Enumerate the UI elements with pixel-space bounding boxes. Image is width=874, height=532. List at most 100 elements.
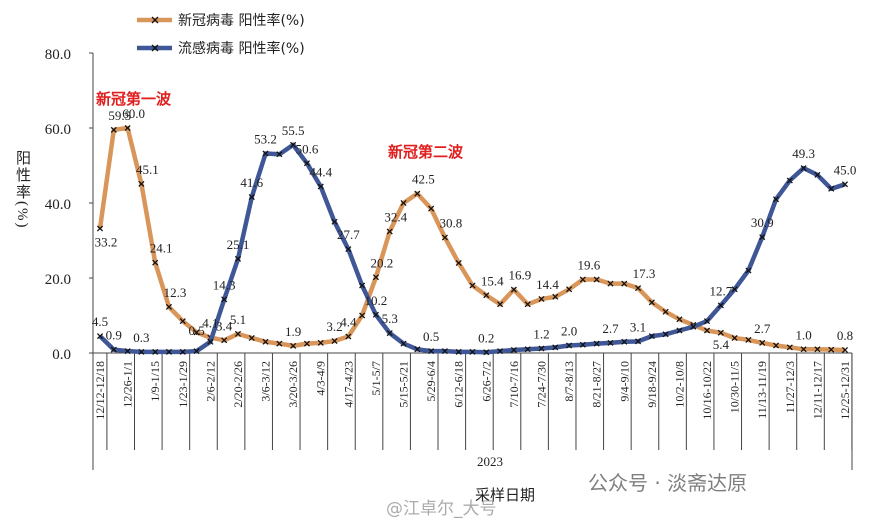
point-marker	[786, 177, 793, 184]
point-marker	[138, 348, 145, 355]
watermark: 公众号 · 淡斋达原	[588, 471, 747, 495]
point-marker	[524, 346, 531, 353]
point-marker	[786, 344, 793, 351]
point-marker	[290, 342, 297, 349]
data-label: 5.3	[382, 311, 398, 326]
point-marker	[441, 348, 448, 355]
point-marker	[772, 342, 780, 349]
point-marker	[124, 124, 131, 132]
data-label: 14.3	[213, 277, 236, 292]
x-tick-label: 11/13-11/19	[755, 361, 769, 419]
annotation: 新冠第二波	[388, 143, 464, 161]
data-label: 3.1	[630, 319, 646, 334]
point-marker	[800, 346, 807, 353]
x-tick-label: 8/7-8/13	[562, 361, 576, 402]
point-marker	[717, 329, 724, 336]
point-marker	[248, 193, 255, 201]
data-label: 2.7	[602, 321, 619, 336]
point-marker	[234, 255, 242, 262]
data-label: 19.6	[577, 258, 600, 273]
point-marker	[386, 330, 393, 337]
point-marker	[497, 301, 504, 308]
data-label: 49.3	[792, 146, 815, 161]
point-marker	[428, 348, 435, 355]
point-marker	[359, 312, 366, 319]
point-marker	[262, 150, 269, 157]
point-marker	[262, 338, 269, 345]
x-tick-label: 10/30-11/5	[728, 361, 742, 413]
point-marker	[331, 218, 338, 225]
point-marker	[662, 308, 669, 315]
point-marker	[690, 323, 697, 330]
x-tick-label: 5/1-5/7	[369, 361, 383, 396]
data-label: 42.5	[412, 172, 435, 187]
point-marker	[359, 282, 366, 289]
x-tick-label: 2/20-2/26	[231, 361, 245, 408]
point-marker	[96, 333, 104, 340]
point-marker	[634, 338, 642, 345]
point-marker	[165, 348, 173, 355]
point-marker	[552, 344, 559, 351]
point-marker	[841, 346, 849, 354]
point-marker	[414, 190, 421, 197]
point-marker	[345, 333, 352, 340]
point-marker	[607, 280, 614, 287]
point-marker	[772, 196, 780, 203]
data-label: 45.0	[834, 162, 857, 177]
point-marker	[731, 334, 738, 342]
point-marker	[648, 333, 655, 340]
x-tick-label: 11/27-12/3	[783, 361, 797, 413]
data-label: 0.8	[837, 328, 853, 343]
point-marker	[221, 296, 228, 303]
x-axis-label: 采样日期	[475, 486, 535, 504]
data-label: 1.9	[285, 324, 301, 339]
x-tick-label: 9/4-9/10	[617, 361, 631, 402]
point-marker	[524, 301, 531, 308]
data-label: 10.2	[365, 293, 388, 308]
point-marker	[372, 311, 379, 318]
point-marker	[552, 293, 559, 300]
data-label: 45.1	[136, 162, 159, 177]
legend-marker	[151, 44, 159, 52]
point-marker	[717, 302, 724, 309]
point-marker	[455, 348, 462, 355]
point-marker	[428, 205, 435, 212]
data-label: 17.3	[633, 266, 656, 281]
point-marker	[731, 286, 738, 293]
x-tick-label: 10/2-10/8	[672, 361, 686, 408]
point-marker	[303, 160, 311, 167]
point-marker	[441, 234, 448, 241]
point-marker	[703, 318, 711, 325]
x-group-label: 2023	[477, 454, 503, 469]
point-marker	[345, 246, 352, 253]
x-tick-label: 7/24-7/30	[534, 361, 548, 408]
data-label: 59.5	[108, 108, 131, 123]
point-marker	[759, 234, 766, 241]
point-marker	[483, 292, 490, 299]
x-tick-label: 12/25-12/31	[838, 361, 852, 420]
data-label: 41.6	[240, 175, 263, 190]
point-marker	[110, 126, 117, 133]
x-tick-label: 2/6-2/12	[203, 361, 217, 402]
data-label: 16.9	[509, 268, 532, 283]
data-label: 0.5	[423, 329, 439, 344]
point-marker	[538, 345, 545, 352]
x-tick-label: 3/6-3/12	[259, 361, 273, 402]
point-marker	[703, 327, 711, 334]
point-marker	[152, 259, 159, 266]
x-tick-label: 6/12-6/18	[452, 361, 466, 408]
annotation: 新冠第一波	[96, 90, 172, 108]
data-label: 0.5	[188, 323, 204, 338]
data-label: 24.1	[150, 241, 173, 256]
data-label: 32.4	[384, 210, 407, 225]
data-label: 44.4	[309, 165, 332, 180]
legend-label: 新冠病毒 阳性率(%)	[178, 12, 305, 29]
data-label: 0.2	[478, 330, 494, 345]
x-tick-label: 8/21-8/27	[590, 361, 604, 408]
point-marker	[303, 340, 311, 347]
point-marker	[566, 286, 573, 293]
point-marker	[676, 316, 683, 323]
data-label: 33.2	[95, 235, 118, 250]
point-marker	[745, 336, 752, 343]
data-label: 25.1	[227, 237, 250, 252]
